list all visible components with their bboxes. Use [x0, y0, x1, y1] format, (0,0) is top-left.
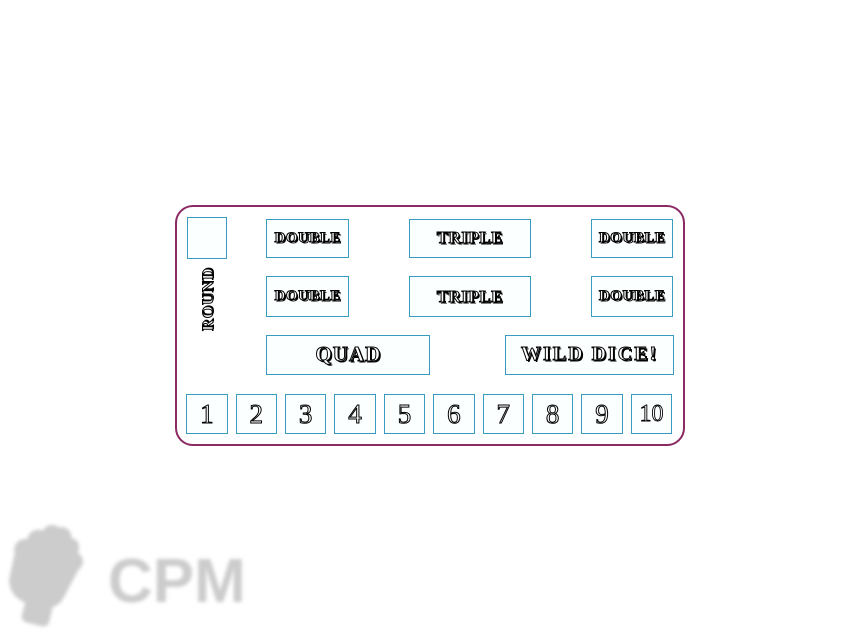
svg-text:CPM: CPM: [108, 547, 246, 616]
